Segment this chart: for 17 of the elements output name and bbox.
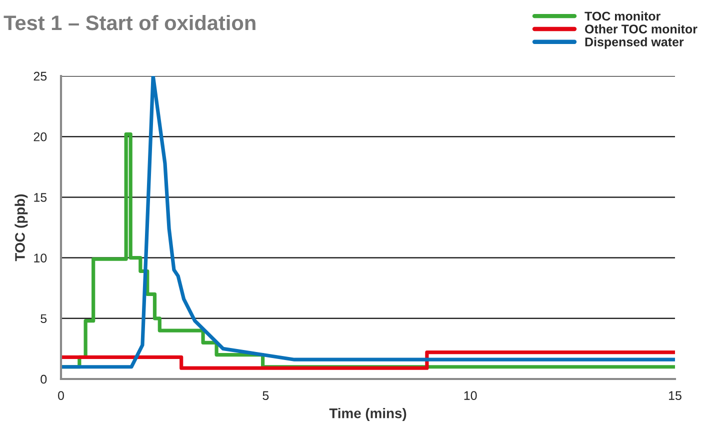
legend-label: TOC monitor: [584, 11, 660, 21]
line-series: [61, 76, 675, 369]
y-tick-label: 20: [34, 132, 47, 142]
x-tick-label: 5: [262, 391, 269, 400]
y-tick-label: 5: [40, 314, 47, 324]
y-axis-title: TOC (ppb): [14, 194, 28, 262]
x-axis-title: Time (mins): [329, 408, 406, 421]
y-tick-label: 25: [34, 72, 47, 81]
y-tick-label: 0: [40, 374, 47, 384]
chart-title: Test 1 – Start of oxidation: [4, 14, 256, 30]
legend-label: Dispensed water: [585, 37, 684, 49]
y-tick-label: 10: [34, 254, 47, 262]
x-tick-label: 0: [58, 391, 64, 400]
legend-label: Other TOC monitor: [585, 24, 698, 34]
y-tick-label: 15: [34, 193, 47, 202]
x-tick-label: 15: [669, 391, 682, 400]
x-tick-label: 10: [464, 391, 477, 400]
